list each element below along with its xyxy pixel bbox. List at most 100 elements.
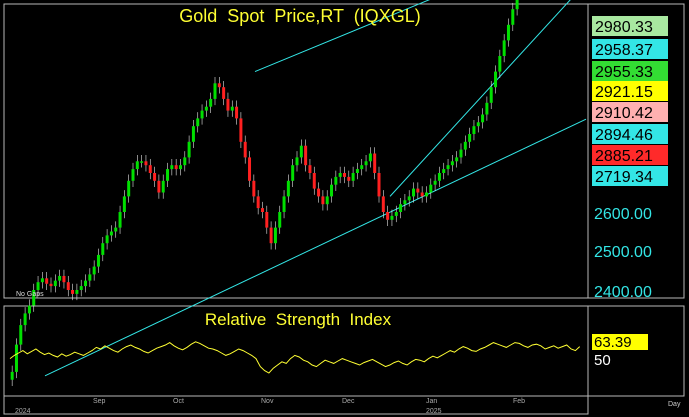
candle-body-45 xyxy=(204,106,208,111)
candle-body-104 xyxy=(459,149,463,158)
candle-body-58 xyxy=(260,208,264,212)
candle-body-44 xyxy=(200,110,204,119)
candle-body-64 xyxy=(286,180,290,197)
candle-body-8 xyxy=(45,278,49,284)
candle-body-56 xyxy=(252,180,256,197)
candle-body-24 xyxy=(114,227,118,232)
candle-body-47 xyxy=(213,83,217,99)
price-label-bg-3 xyxy=(592,81,668,101)
candle-body-28 xyxy=(131,169,135,181)
candle-body-99 xyxy=(437,173,441,181)
candle-body-90 xyxy=(399,204,403,212)
candle-body-92 xyxy=(407,196,411,201)
candle-body-22 xyxy=(105,235,109,244)
candle-body-33 xyxy=(153,173,157,181)
time-label-sep: Sep xyxy=(93,398,106,405)
candle-body-109 xyxy=(481,114,485,123)
candle-body-9 xyxy=(49,283,53,287)
price-label-6: 2885.21 xyxy=(595,148,653,165)
candle-body-2 xyxy=(19,325,23,345)
candle-body-52 xyxy=(235,106,239,119)
candle-body-51 xyxy=(230,106,234,111)
candle-body-3 xyxy=(23,313,27,326)
candle-body-88 xyxy=(390,215,394,220)
candle-body-19 xyxy=(92,266,96,275)
price-label-bg-5 xyxy=(592,124,668,144)
candle-body-63 xyxy=(282,196,286,212)
candle-body-23 xyxy=(109,231,113,236)
candle-body-79 xyxy=(351,173,355,181)
price-label-bg-6 xyxy=(592,145,668,165)
candle-body-115 xyxy=(506,24,510,41)
candle-body-76 xyxy=(338,173,342,177)
candle-body-83 xyxy=(368,153,372,162)
channel-line-2 xyxy=(389,0,571,197)
time-label-2025: 2025 xyxy=(426,408,442,415)
candlesticks xyxy=(10,0,519,386)
channel-line-1 xyxy=(44,118,587,377)
candle-body-29 xyxy=(135,161,139,170)
candle-body-74 xyxy=(330,184,334,197)
candle-body-37 xyxy=(170,165,174,170)
candle-body-71 xyxy=(317,188,321,197)
price-label-0: 2980.33 xyxy=(595,19,653,36)
candle-body-61 xyxy=(273,227,277,244)
candle-body-70 xyxy=(312,173,316,189)
candle-body-7 xyxy=(40,278,44,283)
candle-body-4 xyxy=(27,305,31,314)
candle-body-114 xyxy=(502,40,506,56)
candle-body-55 xyxy=(248,157,252,181)
candle-body-16 xyxy=(79,286,83,290)
candle-body-100 xyxy=(442,169,446,173)
candle-body-84 xyxy=(373,153,377,173)
candle-body-93 xyxy=(412,188,416,197)
time-label-2024: 2024 xyxy=(15,408,31,415)
candle-body-117 xyxy=(515,0,519,10)
time-label-nov: Nov xyxy=(261,398,274,405)
channel-line-0 xyxy=(254,0,430,73)
candle-body-67 xyxy=(299,145,303,158)
rsi-axis-tick: 50 xyxy=(594,352,611,369)
time-label-oct: Oct xyxy=(173,398,184,405)
rsi-panel xyxy=(3,305,589,397)
candle-body-43 xyxy=(196,118,200,127)
price-label-boxes: 2980.33 2958.37 2955.33 2921.15 2910.42 2894.… xyxy=(592,16,668,186)
candle-body-106 xyxy=(468,134,472,142)
candle-body-87 xyxy=(386,212,390,220)
candle-body-11 xyxy=(58,275,62,281)
price-label-bg-1 xyxy=(592,39,668,59)
candle-body-34 xyxy=(157,180,161,193)
candle-body-53 xyxy=(239,118,243,142)
price-label-3: 2921.15 xyxy=(595,84,653,101)
candle-body-101 xyxy=(446,165,450,170)
candle-body-98 xyxy=(433,180,437,185)
candle-body-48 xyxy=(217,83,221,88)
price-axis-tick-2: 2400.00 xyxy=(594,284,652,301)
gap-note: No Gaps xyxy=(16,291,44,298)
candle-body-38 xyxy=(174,165,178,170)
candle-body-94 xyxy=(416,188,420,193)
candle-body-50 xyxy=(226,98,230,111)
candle-body-86 xyxy=(381,196,385,212)
price-label-4: 2910.42 xyxy=(595,105,653,122)
price-label-5: 2894.46 xyxy=(595,127,653,144)
candle-body-116 xyxy=(511,9,515,25)
trend-channels xyxy=(44,0,587,377)
candle-body-14 xyxy=(71,290,75,294)
candle-body-1 xyxy=(14,344,18,372)
candle-body-66 xyxy=(295,157,299,166)
candle-body-17 xyxy=(84,280,88,287)
candle-body-107 xyxy=(472,126,476,134)
candle-body-78 xyxy=(347,176,351,181)
time-label-dec: Dec xyxy=(342,398,355,405)
candle-body-60 xyxy=(269,227,273,244)
candle-body-35 xyxy=(161,180,165,193)
time-label-feb: Feb xyxy=(513,398,525,405)
candle-body-112 xyxy=(494,71,498,88)
candle-body-73 xyxy=(325,196,329,205)
candle-body-32 xyxy=(148,165,152,173)
candle-body-69 xyxy=(308,165,312,173)
candle-body-62 xyxy=(278,212,282,228)
candle-body-96 xyxy=(424,192,428,197)
candle-body-80 xyxy=(355,169,359,173)
